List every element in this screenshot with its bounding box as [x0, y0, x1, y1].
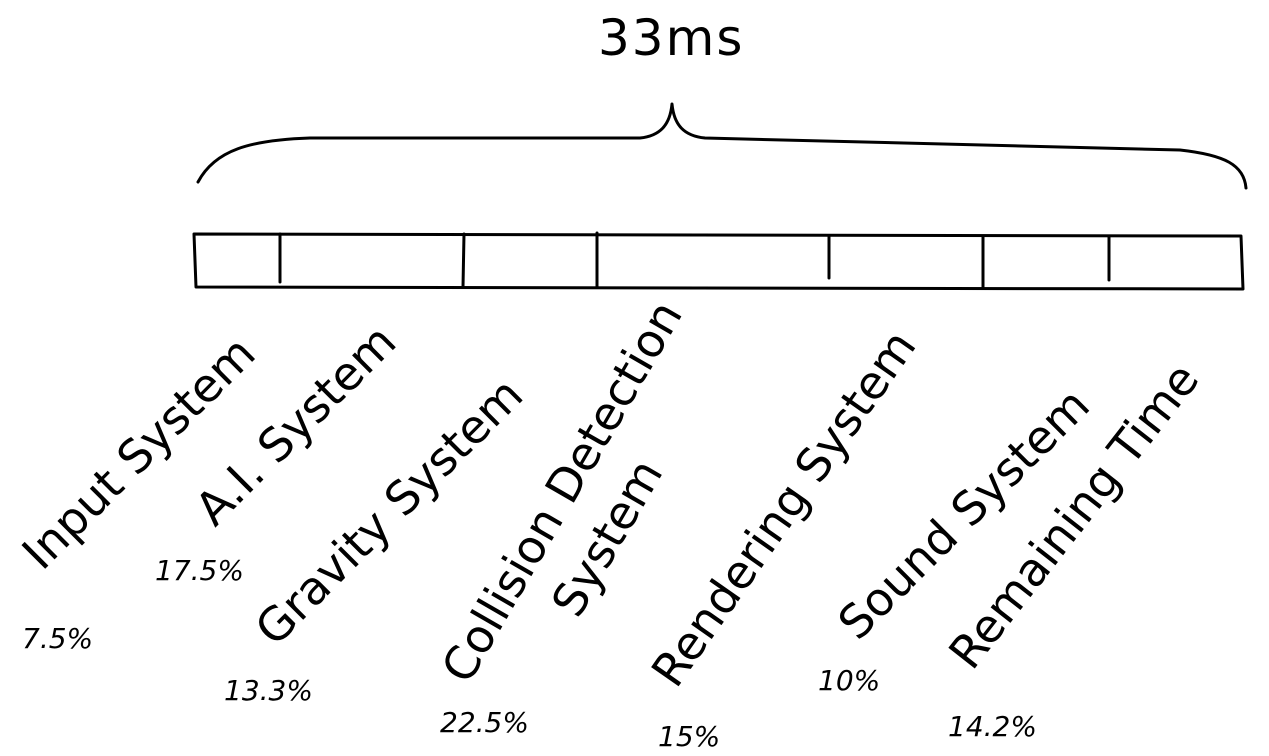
segment-percent-input: 7.5%: [22, 622, 93, 655]
timeline-bar: [192, 232, 1245, 291]
segment-label-input: Input System: [12, 326, 266, 580]
segment-percent-sound: 10%: [818, 664, 880, 697]
segment-percent-collision: 22.5%: [440, 706, 529, 739]
segment-percent-remaining: 14.2%: [948, 710, 1037, 743]
segment-percent-gravity: 13.3%: [224, 674, 313, 707]
divider-2: [461, 232, 466, 289]
segment-percent-rendering: 15%: [658, 720, 720, 753]
segment-label-rendering: Rendering System: [641, 320, 927, 696]
total-brace: [196, 102, 1248, 190]
segment-percent-ai: 17.5%: [155, 554, 244, 587]
total-time-label: 33ms: [598, 9, 744, 67]
